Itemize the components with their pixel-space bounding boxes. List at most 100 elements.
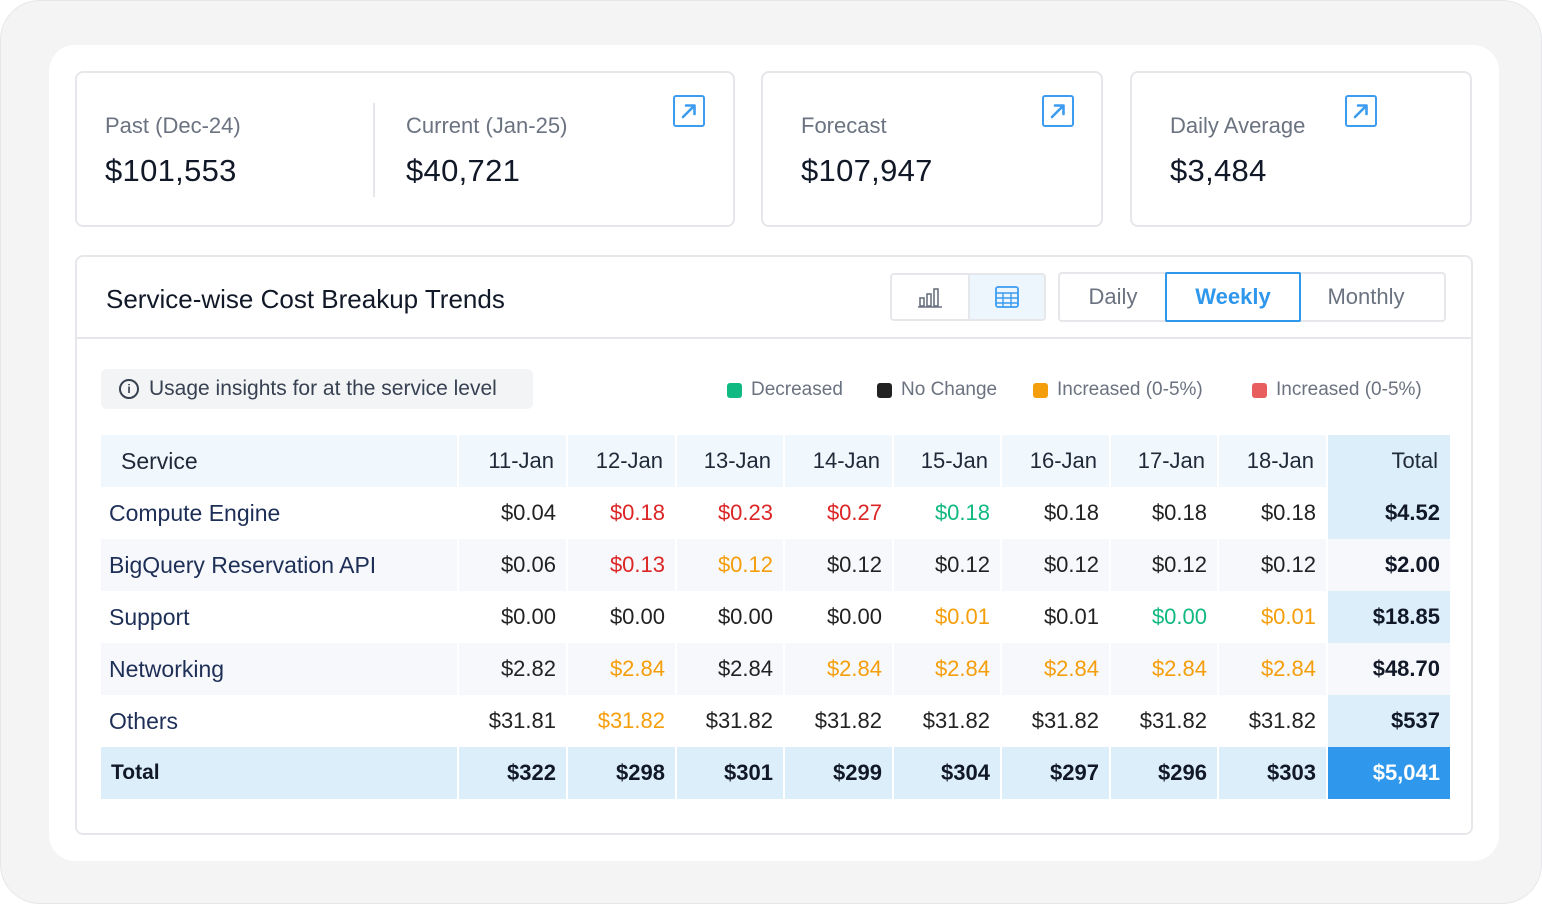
forecast-value: $107,947 [801, 153, 933, 188]
cost-cell: $0.12 [1218, 539, 1328, 591]
cost-breakup-trends-section: Service-wise Cost Breakup Trends [75, 255, 1473, 835]
external-link-icon[interactable] [1042, 95, 1074, 127]
past-label: Past (Dec-24) [105, 113, 241, 138]
table-grid-icon [995, 286, 1019, 308]
daily-average-label: Daily Average [1170, 113, 1306, 138]
legend-swatch [877, 382, 892, 398]
service-name-cell: Compute Engine [101, 487, 459, 539]
cost-cell: $0.00 [1110, 591, 1219, 643]
table-header-row: Service 11-Jan 12-Jan 13-Jan 14-Jan 15-Jan 16-… [101, 435, 1452, 487]
usage-insight-note: i Usage insights for at the service leve… [101, 369, 533, 409]
column-header-date: 17-Jan [1110, 435, 1219, 487]
chart-view-button[interactable] [892, 275, 968, 319]
past-value: $101,553 [105, 153, 237, 188]
cost-cell: $0.00 [458, 591, 568, 643]
daily-average-value: $3,484 [1170, 153, 1267, 188]
daily-average-card: Daily Average $3,484 [1130, 71, 1472, 227]
external-link-icon[interactable] [673, 95, 705, 127]
totals-label: Total [101, 747, 459, 799]
period-weekly-button[interactable]: Weekly [1165, 272, 1301, 322]
forecast-label: Forecast [801, 113, 887, 138]
cost-cell: $31.82 [676, 695, 785, 747]
service-name-cell: Networking [101, 643, 459, 695]
cost-cell: $0.18 [893, 487, 1002, 539]
cost-cell: $0.12 [1001, 539, 1111, 591]
table-view-button[interactable] [967, 275, 1044, 319]
legend-item-no-change: No Change [877, 379, 997, 401]
cost-cell: $0.01 [1001, 591, 1111, 643]
service-name-cell: BigQuery Reservation API [101, 539, 459, 591]
cost-cell: $2.84 [893, 643, 1002, 695]
row-total-cell: $2.00 [1327, 539, 1452, 591]
section-title: Service-wise Cost Breakup Trends [106, 284, 505, 314]
forecast-card: Forecast $107,947 [761, 71, 1103, 227]
legend-swatch [1252, 382, 1267, 398]
totals-row: Total $322 $298 $301 $299 $304 $297 $296 $303 $5,… [101, 747, 1452, 799]
cost-cell: $0.01 [1218, 591, 1328, 643]
column-header-date: 11-Jan [458, 435, 568, 487]
cost-cell: $0.12 [893, 539, 1002, 591]
column-total-cell: $304 [893, 747, 1002, 799]
cost-cell: $2.84 [567, 643, 677, 695]
cost-cell: $0.00 [676, 591, 785, 643]
cost-cell: $0.18 [1218, 487, 1328, 539]
cost-cell: $31.82 [893, 695, 1002, 747]
row-total-cell: $48.70 [1327, 643, 1452, 695]
cost-trend-table: Service 11-Jan 12-Jan 13-Jan 14-Jan 15-Jan 16-… [101, 435, 1452, 799]
cost-cell: $2.84 [1001, 643, 1111, 695]
trends-header: Service-wise Cost Breakup Trends [77, 257, 1471, 339]
period-selector: Daily Weekly Monthly [1058, 272, 1446, 322]
column-total-cell: $296 [1110, 747, 1219, 799]
legend-label: Increased (0-5%) [1276, 379, 1422, 400]
row-total-cell: $537 [1327, 695, 1452, 747]
service-name-cell: Support [101, 591, 459, 643]
column-header-total: Total [1327, 435, 1452, 487]
current-label: Current (Jan-25) [406, 113, 568, 138]
cost-cell: $0.12 [1110, 539, 1219, 591]
cost-cell: $0.12 [676, 539, 785, 591]
column-total-cell: $322 [458, 747, 568, 799]
cost-cell: $31.82 [567, 695, 677, 747]
cost-cell: $0.12 [784, 539, 894, 591]
legend-swatch [1033, 382, 1048, 398]
column-total-cell: $298 [567, 747, 677, 799]
insight-text: Usage insights for at the service level [149, 377, 497, 400]
cost-cell: $2.84 [1218, 643, 1328, 695]
dashboard-panel: Past (Dec-24) $101,553 Current (Jan-25) … [49, 45, 1499, 861]
grand-total-cell: $5,041 [1327, 747, 1452, 799]
cost-cell: $31.82 [1218, 695, 1328, 747]
column-header-date: 13-Jan [676, 435, 785, 487]
table-row: Others $31.81 $31.82 $31.82 $31.82 $31.82 $31.… [101, 695, 1452, 747]
cost-cell: $0.06 [458, 539, 568, 591]
column-header-date: 12-Jan [567, 435, 677, 487]
cost-cell: $0.23 [676, 487, 785, 539]
service-name-cell: Others [101, 695, 459, 747]
cost-cell: $0.00 [784, 591, 894, 643]
column-total-cell: $297 [1001, 747, 1111, 799]
period-monthly-button[interactable]: Monthly [1327, 284, 1405, 309]
table-row: BigQuery Reservation API $0.06 $0.13 $0.12 $… [101, 539, 1452, 591]
column-total-cell: $303 [1218, 747, 1328, 799]
cost-cell: $2.82 [458, 643, 568, 695]
column-header-date: 18-Jan [1218, 435, 1328, 487]
period-daily-button[interactable]: Daily [1088, 284, 1138, 309]
row-total-cell: $4.52 [1327, 487, 1452, 539]
legend-item-increased-high: Increased (0-5%) [1252, 379, 1422, 401]
column-header-service: Service [101, 435, 459, 487]
cost-cell: $31.82 [784, 695, 894, 747]
legend-label: Decreased [751, 379, 843, 400]
legend-item-decreased: Decreased [727, 379, 843, 401]
column-total-cell: $299 [784, 747, 894, 799]
external-link-icon[interactable] [1345, 95, 1377, 127]
cost-cell: $0.18 [1001, 487, 1111, 539]
cost-cell: $2.84 [1110, 643, 1219, 695]
cost-cell: $0.00 [567, 591, 677, 643]
legend-label: No Change [901, 379, 998, 400]
cost-cell: $2.84 [784, 643, 894, 695]
cost-cell: $0.18 [567, 487, 677, 539]
column-header-date: 16-Jan [1001, 435, 1111, 487]
column-header-date: 15-Jan [893, 435, 1002, 487]
cost-cell: $0.01 [893, 591, 1002, 643]
cost-cell: $0.04 [458, 487, 568, 539]
current-value: $40,721 [406, 153, 521, 188]
